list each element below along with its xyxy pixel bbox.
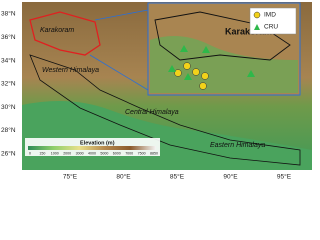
colorbar-ticks: 0 150 1000 2000 3000 4000 5000 6000 7000 7500 8850 <box>29 151 158 155</box>
inset-title: Karakoram <box>225 26 272 36</box>
colorbar-tick: 6000 <box>113 151 121 155</box>
lon-label: 95°E <box>277 173 292 181</box>
region-label: Eastern Himalaya <box>210 142 265 149</box>
karakoram-outline <box>29 11 101 56</box>
inset-outline <box>154 11 291 61</box>
colorbar-tick: 5000 <box>100 151 108 155</box>
lat-label: 34°N <box>1 56 16 64</box>
lon-label: 75°E <box>63 173 78 181</box>
colorbar-tick: 8850 <box>150 151 158 155</box>
legend-symbol <box>254 24 260 30</box>
legend-symbol <box>253 11 261 19</box>
colorbar-tick: 0 <box>29 151 31 155</box>
colorbar-tick: 150 <box>39 151 45 155</box>
colorbar-ramp <box>28 146 156 150</box>
legend-label: IMD <box>264 12 276 19</box>
legend-label: CRU <box>264 24 278 31</box>
colorbar-title: Elevation (m) <box>80 140 115 146</box>
inset-link <box>89 54 149 91</box>
lat-labels: 38°N 36°N 34°N 32°N 30°N 28°N 26°N <box>1 10 16 158</box>
lon-label: 80°E <box>116 173 131 181</box>
stations <box>168 45 255 90</box>
region-label: Central Himalaya <box>125 109 179 116</box>
lat-label: 28°N <box>1 126 16 134</box>
lat-label: 26°N <box>1 150 16 158</box>
lat-label: 30°N <box>1 103 16 111</box>
colorbar-tick: 7500 <box>138 151 146 155</box>
colorbar-tick: 3000 <box>76 151 84 155</box>
colorbar-tick: 1000 <box>51 151 59 155</box>
colorbar-tick: 2000 <box>63 151 71 155</box>
inset-link <box>94 9 149 21</box>
lat-label: 32°N <box>1 80 16 88</box>
map-figure: Karakoram Western Himalaya Central Himal… <box>1 2 312 181</box>
lon-label: 85°E <box>170 173 185 181</box>
lon-label: 90°E <box>223 173 238 181</box>
region-label: Karakoram <box>40 27 74 34</box>
lon-labels: 75°E 80°E 85°E 90°E 95°E <box>63 173 292 181</box>
lat-label: 38°N <box>1 10 16 18</box>
region-label: Western Himalaya <box>42 67 99 74</box>
himalaya-outline <box>29 54 301 166</box>
colorbar-tick: 4000 <box>88 151 96 155</box>
colorbar: Elevation (m) 0 150 1000 2000 3000 4000 5000 60… <box>25 138 160 156</box>
lat-label: 36°N <box>1 33 16 41</box>
colorbar-tick: 7000 <box>125 151 133 155</box>
inset: Karakoram IMD CRU <box>147 2 301 96</box>
